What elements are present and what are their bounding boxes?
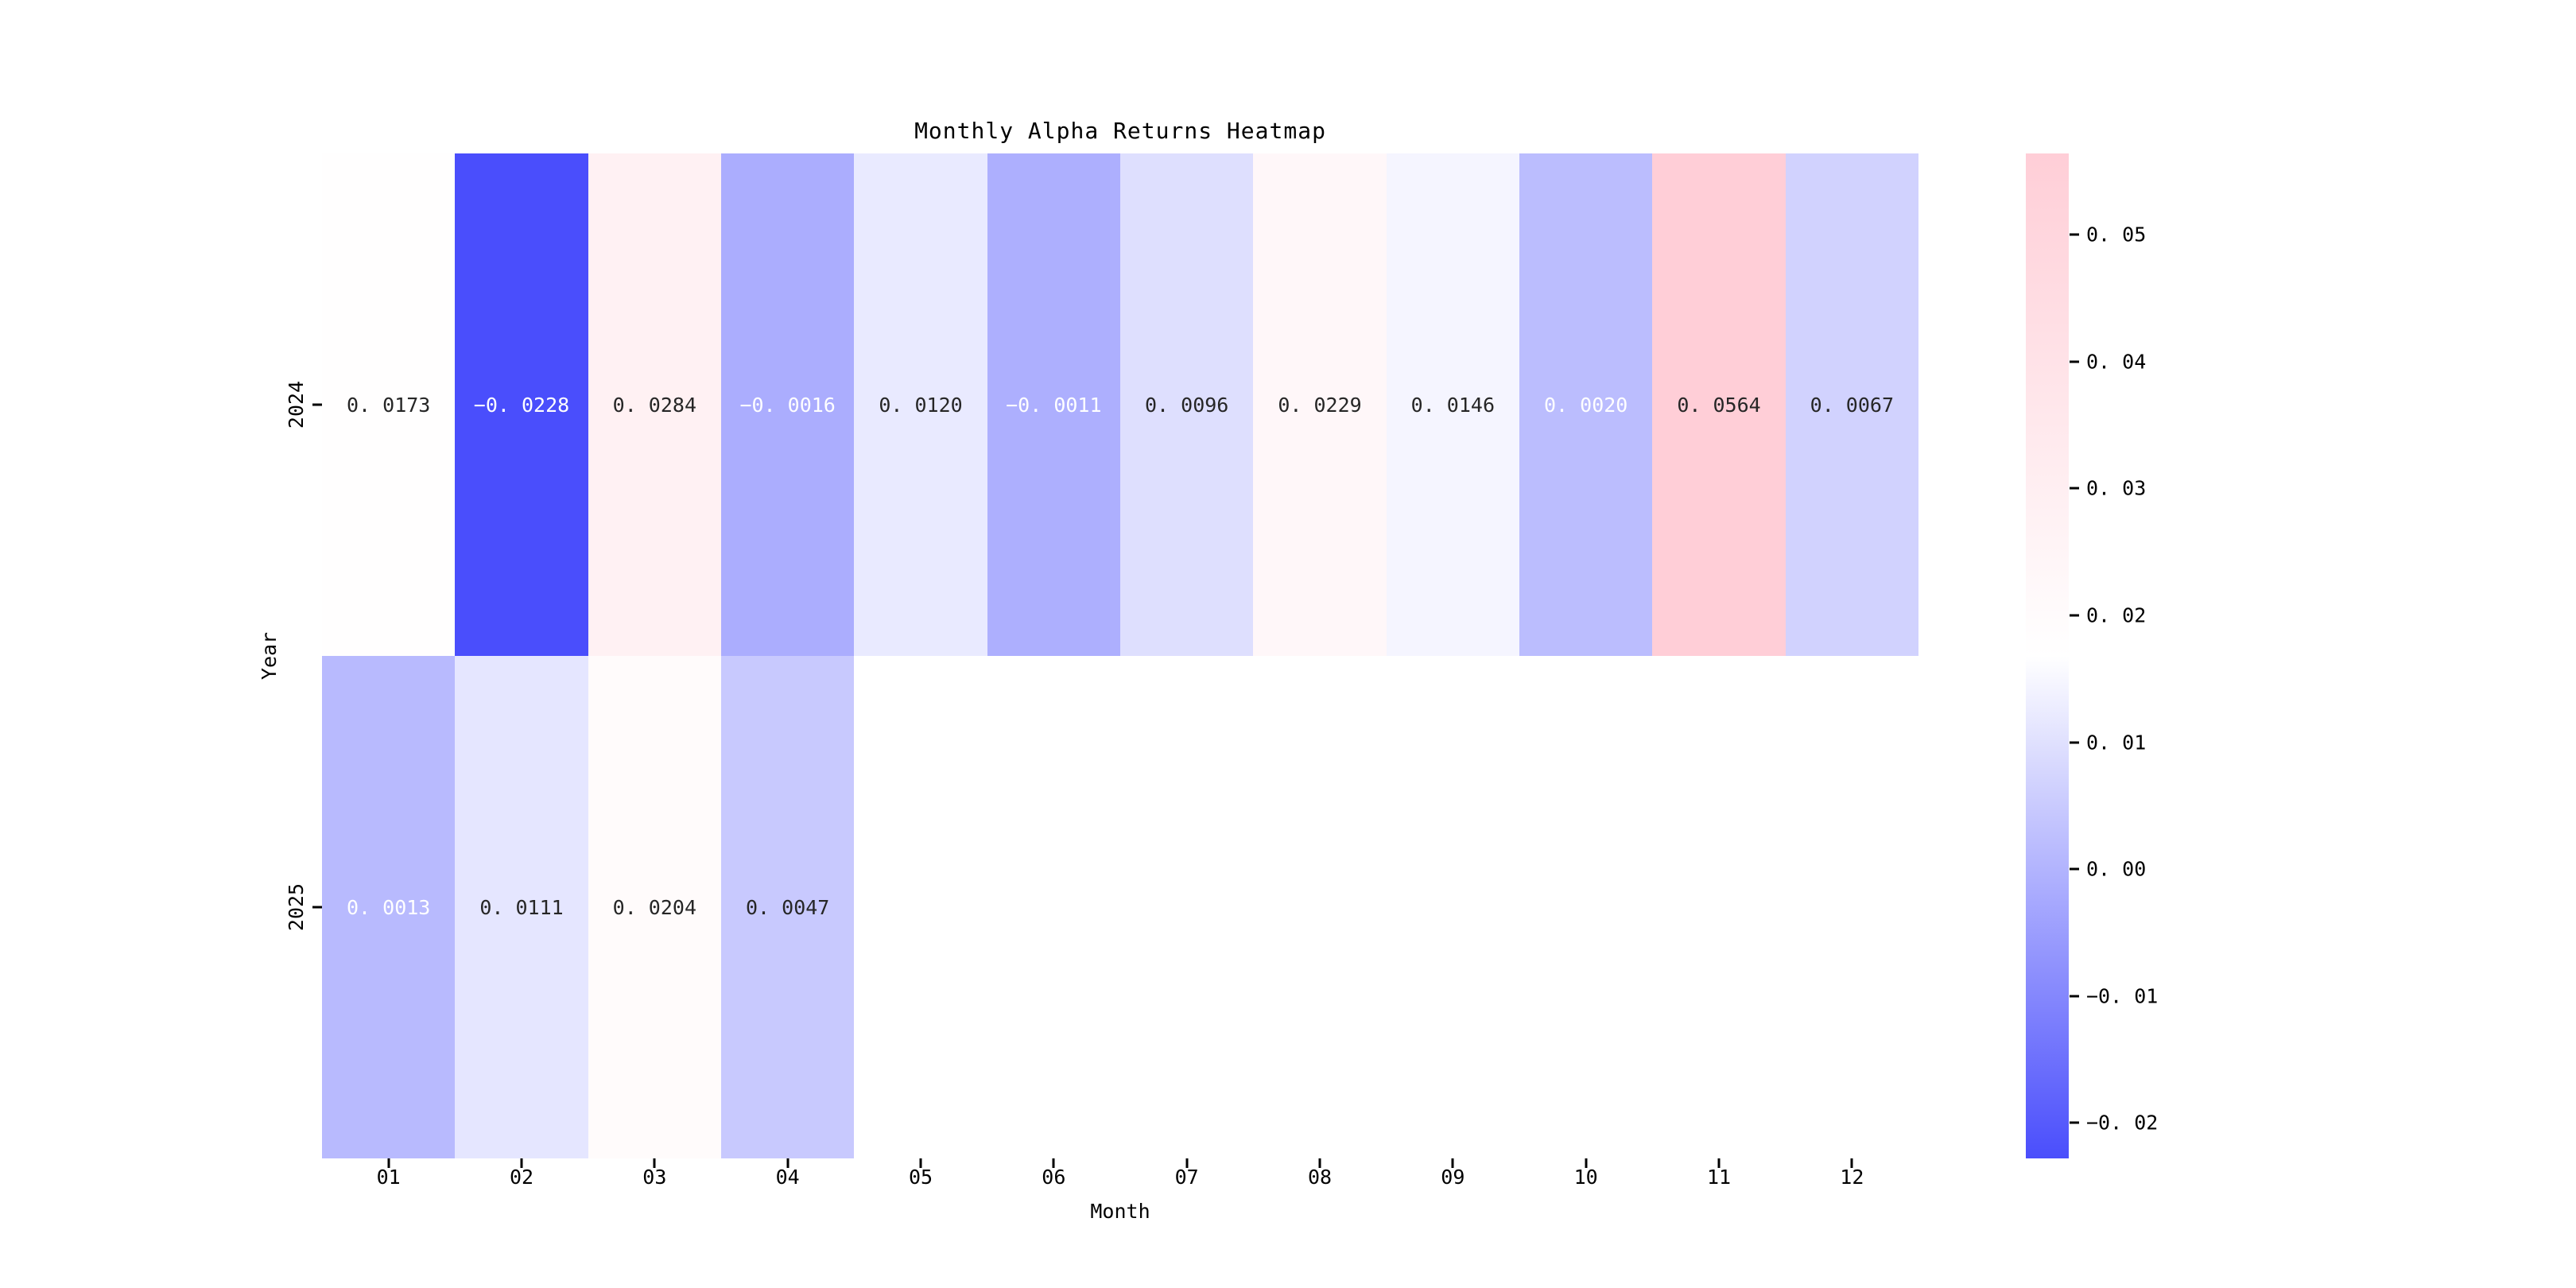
y-tick-label: 2025 [284, 883, 308, 932]
heatmap-cell: 0. 0047 [721, 656, 855, 1158]
cell-value: −0. 0011 [1006, 393, 1102, 417]
x-tick [786, 1158, 789, 1168]
cell-value: 0. 0173 [346, 393, 431, 417]
heatmap-cell: −0. 0011 [987, 153, 1120, 656]
heatmap-plot: 0. 0173 −0. 0228 0. 0284 −0. 0016 0. 0120 −0.… [322, 153, 1918, 1158]
heatmap-cell: 0. 0020 [1519, 153, 1653, 656]
heatmap-cell: 0. 0120 [854, 153, 987, 656]
cell-value: 0. 0146 [1410, 393, 1495, 417]
cell-value: 0. 0067 [1810, 393, 1894, 417]
x-tick-label: 07 [1174, 1166, 1199, 1189]
x-tick [520, 1158, 523, 1168]
cell-value: −0. 0228 [473, 393, 570, 417]
cell-value: 0. 0120 [879, 393, 963, 417]
colorbar-tick-label: 0. 03 [2086, 476, 2147, 500]
colorbar-tick-label: 0. 04 [2086, 350, 2147, 374]
cell-value: 0. 0564 [1677, 393, 1761, 417]
colorbar-tick [2070, 233, 2079, 236]
heatmap-cell: 0. 0204 [588, 656, 721, 1158]
colorbar-tick [2070, 867, 2079, 871]
cell-value: 0. 0047 [745, 895, 830, 919]
x-tick [919, 1158, 922, 1168]
colorbar [2026, 153, 2069, 1158]
x-tick [653, 1158, 656, 1168]
x-tick [1318, 1158, 1321, 1168]
colorbar-tick-label: 0. 01 [2086, 731, 2147, 755]
cell-value: −0. 0016 [739, 393, 836, 417]
heatmap-cell: −0. 0228 [455, 153, 588, 656]
x-tick-label: 09 [1441, 1166, 1465, 1189]
cell-value: 0. 0020 [1543, 393, 1628, 417]
x-tick-label: 05 [908, 1166, 933, 1189]
x-tick [1451, 1158, 1454, 1168]
colorbar-tick [2070, 487, 2079, 490]
x-tick-label: 11 [1706, 1166, 1732, 1189]
x-tick-label: 01 [376, 1166, 401, 1189]
heatmap-cell: 0. 0111 [455, 656, 588, 1158]
x-tick-label: 04 [775, 1166, 800, 1189]
colorbar-tick [2070, 614, 2079, 617]
colorbar-tick-label: 0. 00 [2086, 857, 2147, 881]
x-tick-label: 12 [1840, 1166, 1864, 1189]
x-tick [1185, 1158, 1189, 1168]
colorbar-tick [2070, 995, 2079, 998]
chart-title: Monthly Alpha Returns Heatmap [914, 118, 1326, 144]
x-tick [1585, 1158, 1588, 1168]
heatmap-cell: 0. 0096 [1120, 153, 1254, 656]
x-tick-label: 02 [509, 1166, 534, 1189]
x-tick-label: 08 [1307, 1166, 1333, 1189]
cell-value: 0. 0204 [612, 895, 696, 919]
heatmap-cell: 0. 0013 [322, 656, 456, 1158]
heatmap-cell: 0. 0173 [322, 153, 456, 656]
cell-value: 0. 0111 [479, 895, 564, 919]
cell-value: 0. 0096 [1144, 393, 1229, 417]
colorbar-tick-label: −0. 01 [2086, 984, 2159, 1008]
cell-value: 0. 0284 [612, 393, 696, 417]
colorbar-tick-label: 0. 02 [2086, 603, 2147, 627]
colorbar-tick [2070, 360, 2079, 363]
x-tick [387, 1158, 390, 1168]
heatmap-cell: 0. 0564 [1652, 153, 1786, 656]
x-tick-label: 03 [642, 1166, 667, 1189]
colorbar-tick-label: 0. 05 [2086, 223, 2147, 246]
heatmap-cell: 0. 0146 [1386, 153, 1519, 656]
colorbar-tick [2070, 741, 2079, 744]
x-tick [1717, 1158, 1721, 1168]
x-tick [1052, 1158, 1055, 1168]
heatmap-cell: 0. 0067 [1785, 153, 1918, 656]
heatmap-cell: −0. 0016 [721, 153, 855, 656]
x-tick-label: 06 [1042, 1166, 1066, 1189]
cell-value: 0. 0229 [1278, 393, 1362, 417]
y-tick [312, 906, 322, 909]
x-tick [1850, 1158, 1853, 1168]
cell-value: 0. 0013 [346, 895, 431, 919]
y-tick [312, 403, 322, 406]
y-tick-label: 2024 [284, 380, 308, 429]
colorbar-tick-label: −0. 02 [2086, 1111, 2159, 1135]
heatmap-cell: 0. 0229 [1253, 153, 1387, 656]
x-axis-label: Month [1090, 1200, 1150, 1223]
x-tick-label: 10 [1573, 1166, 1598, 1189]
heatmap-cell: 0. 0284 [588, 153, 721, 656]
colorbar-tick [2070, 1121, 2079, 1124]
